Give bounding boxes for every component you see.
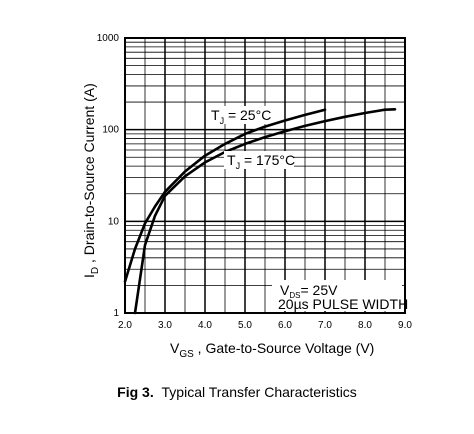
series-label-25c: TJ = 25°C (211, 107, 271, 126)
y-axis-title: ID , Drain-to-Source Current (A) (81, 83, 101, 278)
figure-title: Typical Transfer Characteristics (161, 384, 357, 400)
x-tick-label: 3.0 (158, 320, 172, 331)
x-tick-label: 6.0 (278, 320, 292, 331)
y-tick-label: 10 (108, 216, 120, 227)
vds-annotation: VDS= 25V (280, 282, 338, 300)
conditions-box (272, 280, 402, 311)
y-tick-label: 1000 (97, 33, 120, 44)
pulse-width-annotation: 20µs PULSE WIDTH (278, 296, 408, 312)
y-tick-label: 100 (102, 125, 119, 136)
series-line-175c (133, 108, 397, 315)
figure-caption: Fig 3. Typical Transfer Characteristics (0, 384, 474, 400)
series-label-175c-backdrop (224, 151, 294, 169)
series-label-175c: TJ = 175°C (227, 152, 295, 171)
x-tick-label: 7.0 (318, 320, 332, 331)
x-tick-label: 2.0 (118, 320, 132, 331)
y-tick-label: 1 (113, 308, 119, 319)
x-tick-label: 8.0 (358, 320, 372, 331)
x-axis-title: VGS , Gate-to-Source Voltage (V) (170, 340, 374, 360)
figure-number: Fig 3. (117, 384, 154, 400)
x-tick-label: 5.0 (238, 320, 252, 331)
data-curves (123, 108, 397, 315)
x-tick-label: 4.0 (198, 320, 212, 331)
series-label-25c-backdrop (208, 106, 268, 124)
series-line-25c (123, 108, 327, 283)
y-tick-labels: 1 10 100 1000 (97, 33, 120, 319)
x-tick-labels: 2.0 3.0 4.0 5.0 6.0 7.0 8.0 9.0 (118, 320, 412, 331)
x-tick-label: 9.0 (398, 320, 412, 331)
plot-frame (124, 37, 406, 314)
